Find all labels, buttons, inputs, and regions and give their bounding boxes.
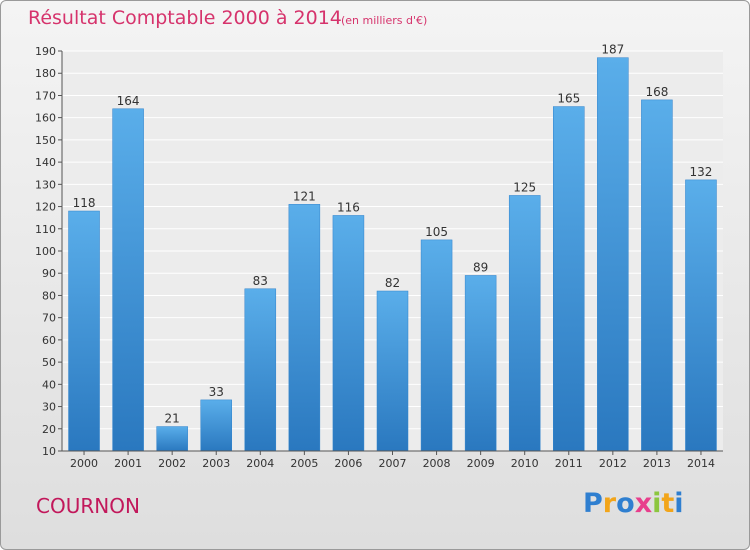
city-name: COURNON xyxy=(36,494,140,518)
bar-2010 xyxy=(508,195,541,452)
x-tick-label: 2011 xyxy=(555,457,583,470)
value-label: 82 xyxy=(385,276,400,290)
y-tick-label: 30 xyxy=(42,401,56,414)
proxiti-logo: Proxiti xyxy=(583,488,684,519)
y-tick-label: 50 xyxy=(42,356,56,369)
logo-letter: i xyxy=(652,488,662,519)
y-tick-label: 160 xyxy=(35,112,56,125)
value-label: 125 xyxy=(513,180,536,194)
y-tick-label: 70 xyxy=(42,312,56,325)
y-tick-label: 130 xyxy=(35,178,56,191)
x-tick-label: 2010 xyxy=(511,457,539,470)
bar-2004 xyxy=(244,288,277,452)
x-tick-label: 2009 xyxy=(467,457,495,470)
y-tick-label: 10 xyxy=(42,445,56,458)
y-tick-label: 20 xyxy=(42,423,56,436)
value-label: 105 xyxy=(425,225,448,239)
x-tick-label: 2013 xyxy=(643,457,671,470)
bar-2003 xyxy=(200,399,232,452)
y-tick-label: 80 xyxy=(42,289,56,302)
logo-letter: x xyxy=(634,488,653,519)
logo-letter: r xyxy=(602,488,617,519)
logo-letter: o xyxy=(616,488,635,519)
x-tick-label: 2008 xyxy=(423,457,451,470)
bar-2000 xyxy=(68,210,100,452)
value-label: 118 xyxy=(73,196,96,210)
y-tick-label: 100 xyxy=(35,245,56,258)
y-tick-label: 190 xyxy=(35,45,56,58)
y-tick-label: 60 xyxy=(42,334,56,347)
x-tick-label: 2001 xyxy=(114,457,142,470)
logo-letter: i xyxy=(674,488,684,519)
bar-2009 xyxy=(464,275,497,452)
x-tick-label: 2012 xyxy=(599,457,627,470)
bar-2013 xyxy=(641,99,673,452)
x-tick-label: 2000 xyxy=(70,457,98,470)
value-label: 165 xyxy=(557,92,580,106)
bar-2005 xyxy=(288,204,321,452)
chart-title: Résultat Comptable 2000 à 2014 xyxy=(28,7,342,29)
bar-2011 xyxy=(553,106,585,452)
bar-2014 xyxy=(685,179,717,452)
bar-2012 xyxy=(597,57,629,452)
x-tick-label: 2004 xyxy=(246,457,274,470)
x-tick-label: 2002 xyxy=(158,457,186,470)
value-label: 121 xyxy=(293,189,316,203)
value-label: 89 xyxy=(473,260,488,274)
value-label: 21 xyxy=(165,412,180,426)
value-label: 33 xyxy=(209,385,224,399)
value-label: 132 xyxy=(690,165,713,179)
y-tick-label: 40 xyxy=(42,378,56,391)
y-tick-label: 180 xyxy=(35,67,56,80)
x-tick-label: 2003 xyxy=(202,457,230,470)
y-tick-label: 120 xyxy=(35,201,56,214)
y-tick-label: 170 xyxy=(35,89,56,102)
bar-2006 xyxy=(332,215,365,452)
logo-letter: t xyxy=(661,488,675,519)
value-label: 83 xyxy=(253,274,268,288)
y-tick-label: 150 xyxy=(35,134,56,147)
value-label: 187 xyxy=(601,43,624,57)
chart-subtitle: (en milliers d'€) xyxy=(341,14,428,27)
y-tick-label: 140 xyxy=(35,156,56,169)
bar-2008 xyxy=(420,239,453,452)
logo-letter: P xyxy=(583,488,603,519)
y-tick-label: 110 xyxy=(35,223,56,236)
bar-2001 xyxy=(112,108,144,452)
x-tick-label: 2005 xyxy=(290,457,318,470)
y-tick-label: 90 xyxy=(42,267,56,280)
value-label: 168 xyxy=(645,85,668,99)
value-label: 116 xyxy=(337,200,360,214)
x-tick-label: 2007 xyxy=(379,457,407,470)
bar-2007 xyxy=(376,290,409,452)
bar-2002 xyxy=(156,426,188,452)
x-tick-label: 2014 xyxy=(687,457,715,470)
value-label: 164 xyxy=(117,94,140,108)
x-tick-label: 2006 xyxy=(334,457,362,470)
